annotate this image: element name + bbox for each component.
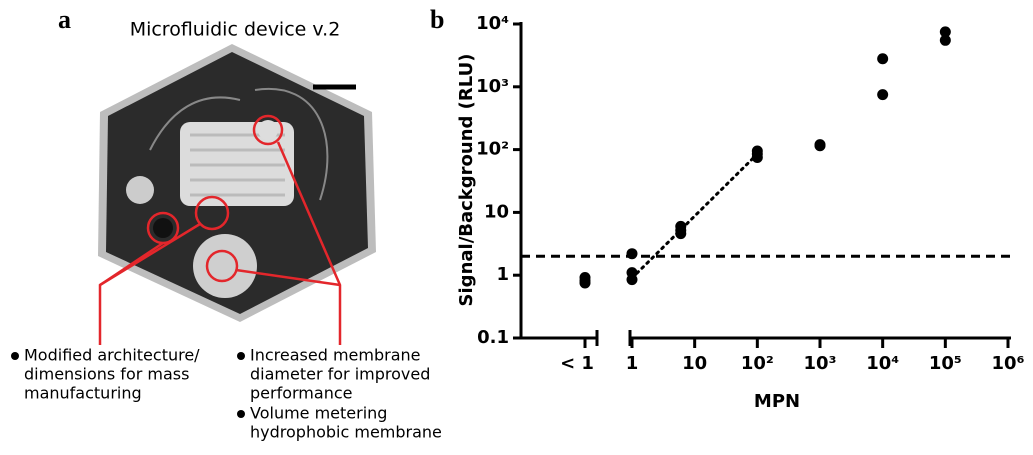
port [126,176,154,204]
y-tick-label: 0.1 [477,327,509,348]
port [153,218,173,238]
y-tick-label: 1 [496,264,509,285]
y-tick-label: 10 [484,201,509,222]
x-tick-label: 10³ [804,353,837,374]
bullet [11,352,19,360]
y-axis-label: Signal/Background (RLU) [456,54,477,307]
data-point [627,274,638,285]
y-tick-label: 10⁴ [476,13,509,34]
x-tick-label: 10⁶ [992,353,1025,374]
note-text: dimensions for mass [24,365,189,384]
data-point [752,152,763,163]
panel-label: a [58,5,71,34]
note-text: diameter for improved [250,365,430,384]
bullet [237,352,245,360]
note-text: Volume metering [250,404,387,423]
device-photo [98,44,376,345]
port [258,120,278,140]
x-category-label: < 1 [560,353,594,374]
x-axis-label: MPN [754,391,800,412]
panel-label: b [430,5,444,34]
data-point [815,140,826,151]
bullet [237,410,245,418]
x-tick-label: 1 [626,353,639,374]
note-text: Modified architecture/ [24,346,200,365]
data-point [877,89,888,100]
note-text: hydrophobic membrane [250,423,442,442]
note-text: Increased membrane [250,346,421,365]
x-tick-label: 10 [682,353,707,374]
x-tick-label: 10⁴ [866,353,899,374]
data-point [627,248,638,259]
note-text: manufacturing [24,384,142,403]
data-point [675,228,686,239]
data-point [580,278,591,289]
data-point [940,35,951,46]
device-title: Microfluidic device v.2 [130,19,341,41]
data-point [877,53,888,64]
note-text: performance [250,384,352,403]
x-tick-label: 10² [741,353,774,374]
x-tick-label: 10⁵ [929,353,962,374]
membrane [193,234,257,298]
y-tick-label: 10³ [476,76,509,97]
y-tick-label: 10² [476,139,509,160]
fit-line [632,154,757,278]
figure: a Microfluidic device v.2 b Signal/Backg… [0,0,1033,451]
